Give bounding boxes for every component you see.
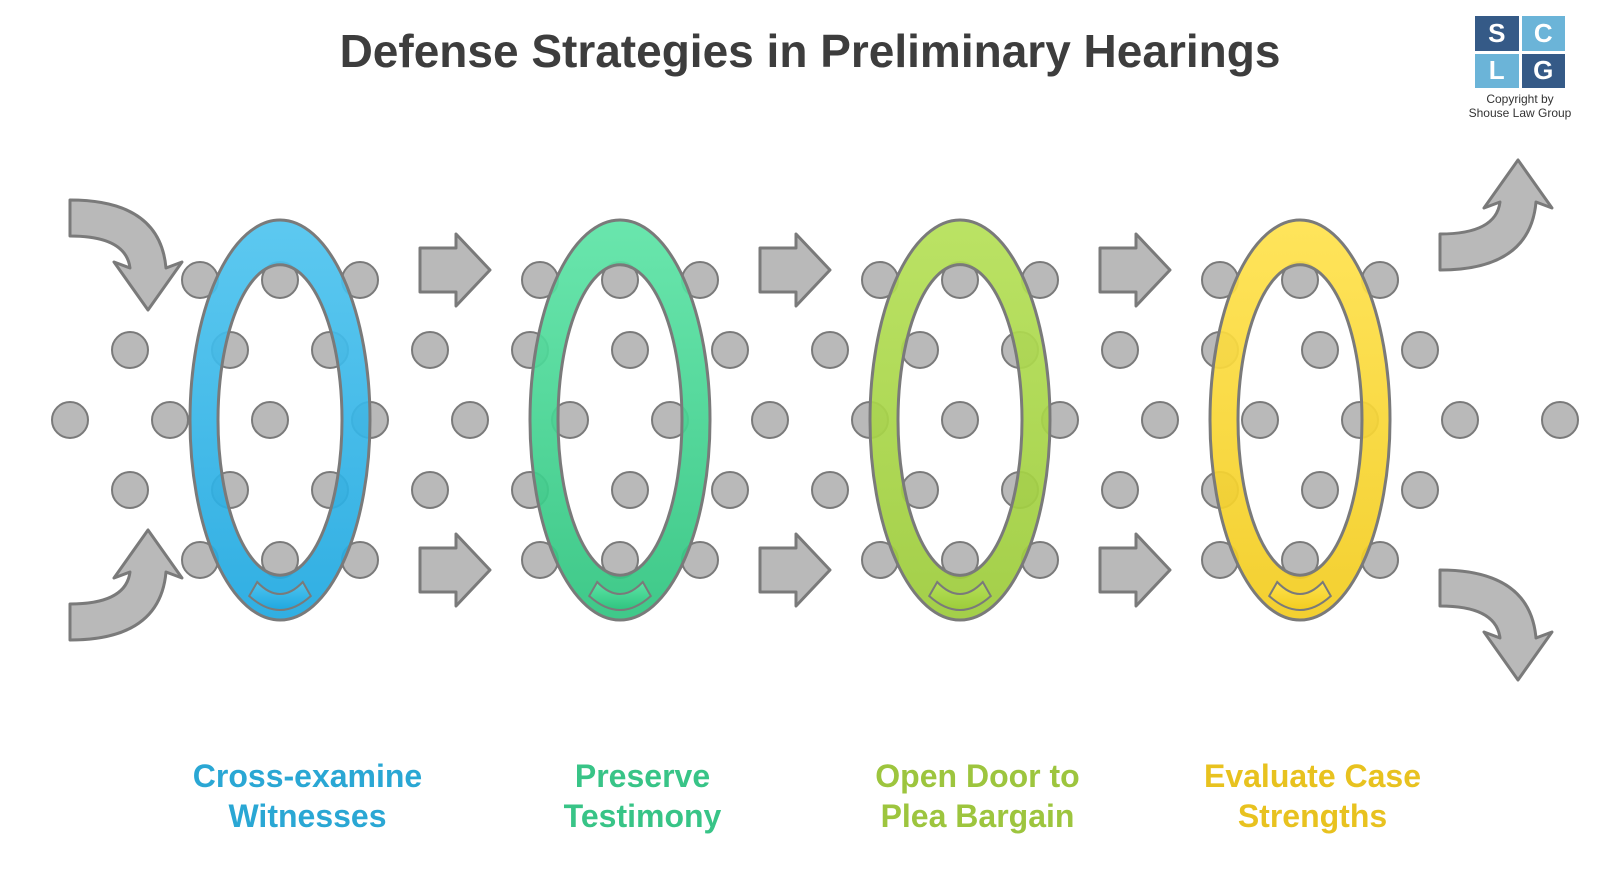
dot (52, 402, 88, 438)
ring-label-line2: Strengths (1145, 796, 1480, 836)
dot (1402, 332, 1438, 368)
funnel-diagram (0, 140, 1620, 700)
dot (112, 472, 148, 508)
curved-arrow-icon (1440, 570, 1552, 680)
dot (812, 332, 848, 368)
dot (1102, 472, 1138, 508)
dot (412, 472, 448, 508)
dot (812, 472, 848, 508)
dot (752, 402, 788, 438)
logo-cell-c: C (1522, 16, 1566, 51)
dot (1542, 402, 1578, 438)
dot (712, 332, 748, 368)
ring-label: PreserveTestimony (475, 756, 810, 836)
dot (252, 402, 288, 438)
ring-label: Cross-examineWitnesses (140, 756, 475, 836)
ring-label: Open Door toPlea Bargain (810, 756, 1145, 836)
arrow-icon (1100, 534, 1170, 606)
logo-caption-1: Copyright by (1460, 92, 1580, 106)
dot (612, 332, 648, 368)
ring-label-line1: Preserve (475, 756, 810, 796)
logo-cell-g: G (1522, 54, 1566, 89)
dot (712, 472, 748, 508)
dot (1302, 472, 1338, 508)
dot (1102, 332, 1138, 368)
ring-label-line1: Open Door to (810, 756, 1145, 796)
ring-label-line2: Witnesses (140, 796, 475, 836)
dot (1242, 402, 1278, 438)
arrow-icon (420, 534, 490, 606)
arrow-icon (760, 234, 830, 306)
logo: S C L G Copyright by Shouse Law Group (1460, 16, 1580, 121)
dot (1302, 332, 1338, 368)
page-title: Defense Strategies in Preliminary Hearin… (0, 24, 1620, 78)
dot (1402, 472, 1438, 508)
ring-label-line1: Evaluate Case (1145, 756, 1480, 796)
ring-label: Evaluate CaseStrengths (1145, 756, 1480, 836)
curved-arrow-icon (70, 200, 182, 310)
arrow-icon (1100, 234, 1170, 306)
dot (1442, 402, 1478, 438)
ring-label-line2: Testimony (475, 796, 810, 836)
dot (112, 332, 148, 368)
ring-labels: Cross-examineWitnessesPreserveTestimonyO… (0, 756, 1620, 836)
dot (1142, 402, 1178, 438)
logo-cell-s: S (1475, 16, 1519, 51)
curved-arrow-icon (70, 530, 182, 640)
dot (412, 332, 448, 368)
ring-label-line2: Plea Bargain (810, 796, 1145, 836)
dot (152, 402, 188, 438)
logo-grid: S C L G (1475, 16, 1565, 88)
arrow-icon (420, 234, 490, 306)
arrow-icon (760, 534, 830, 606)
dot (612, 472, 648, 508)
ring-label-line1: Cross-examine (140, 756, 475, 796)
logo-caption-2: Shouse Law Group (1460, 106, 1580, 120)
dot (452, 402, 488, 438)
logo-cell-l: L (1475, 54, 1519, 89)
dot (942, 402, 978, 438)
curved-arrow-icon (1440, 160, 1552, 270)
